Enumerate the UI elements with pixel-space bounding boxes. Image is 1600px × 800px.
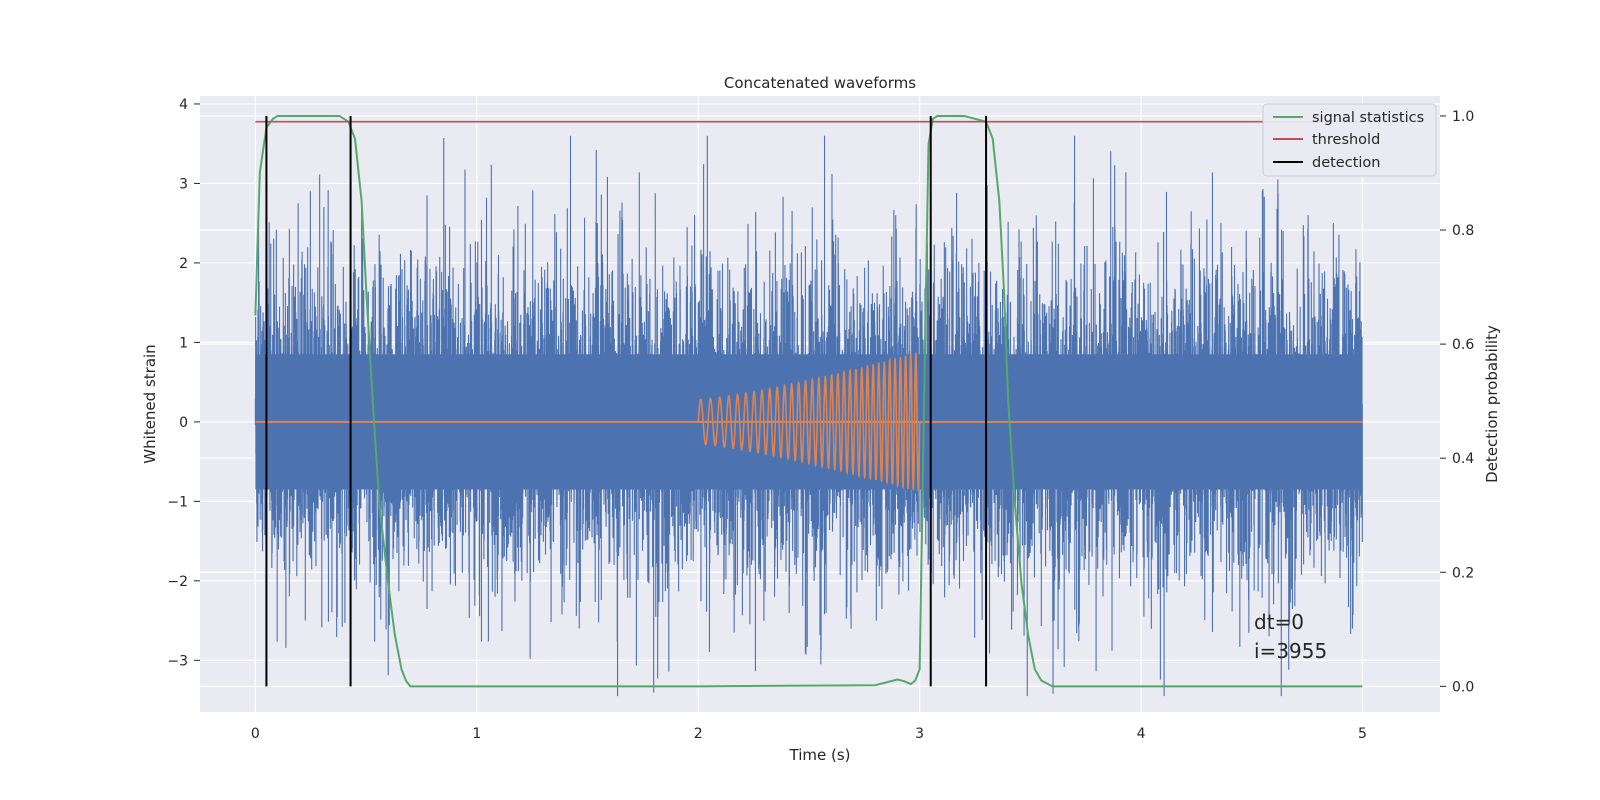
template-series (255, 352, 1363, 492)
y-axis-label-left: Whitened strain (141, 344, 159, 463)
annotation-dt: dt=0 (1254, 610, 1304, 634)
signal-statistics-series (254, 114, 1363, 688)
signal-statistics-line (254, 114, 1363, 688)
annotation-i: i=3955 (1254, 639, 1327, 663)
y-left-ticks: −3 −2 −1 0 1 2 3 4 (167, 97, 200, 669)
legend-box (1262, 103, 1437, 177)
y-left-tick-label: 2 (179, 256, 188, 272)
y-right-tick-label: 0.0 (1452, 679, 1474, 695)
x-tick-label: 3 (915, 726, 924, 742)
y-right-tick-label: 0.2 (1452, 565, 1474, 581)
legend-label-threshold: threshold (1312, 132, 1380, 148)
y-right-tick-label: 0.6 (1452, 337, 1474, 353)
x-ticks: 0 1 2 3 4 5 (251, 726, 1367, 742)
y-left-tick-label: 0 (179, 415, 188, 431)
y-left-tick-label: −3 (167, 653, 188, 669)
x-tick-label: 1 (472, 726, 481, 742)
y-right-tick-label: 0.4 (1452, 451, 1474, 467)
y-right-tick-label: 1.0 (1452, 109, 1474, 125)
x-tick-label: 0 (251, 726, 260, 742)
chart-title: Concatenated waveforms (724, 74, 916, 92)
y-right-tick-label: 0.8 (1452, 223, 1474, 239)
y-left-tick-label: 1 (179, 335, 188, 351)
y-left-tick-label: 3 (179, 176, 188, 192)
x-tick-label: 4 (1137, 726, 1146, 742)
y-right-ticks: 0.0 0.2 0.4 0.6 0.8 1.0 (1440, 109, 1474, 695)
y-left-tick-label: −1 (167, 494, 188, 510)
y-left-tick-label: 4 (179, 97, 188, 113)
legend-label-signal-statistics: signal statistics (1312, 110, 1424, 126)
x-tick-label: 2 (694, 726, 703, 742)
y-left-tick-label: −2 (167, 574, 188, 590)
legend-label-detection: detection (1312, 155, 1380, 171)
template-chirp (697, 352, 921, 492)
x-axis-label: Time (s) (789, 746, 851, 764)
legend: signal statistics threshold detection (1262, 103, 1437, 177)
x-tick-label: 5 (1358, 726, 1367, 742)
y-axis-label-right: Detection probability (1483, 325, 1501, 483)
detection-series (265, 115, 988, 687)
